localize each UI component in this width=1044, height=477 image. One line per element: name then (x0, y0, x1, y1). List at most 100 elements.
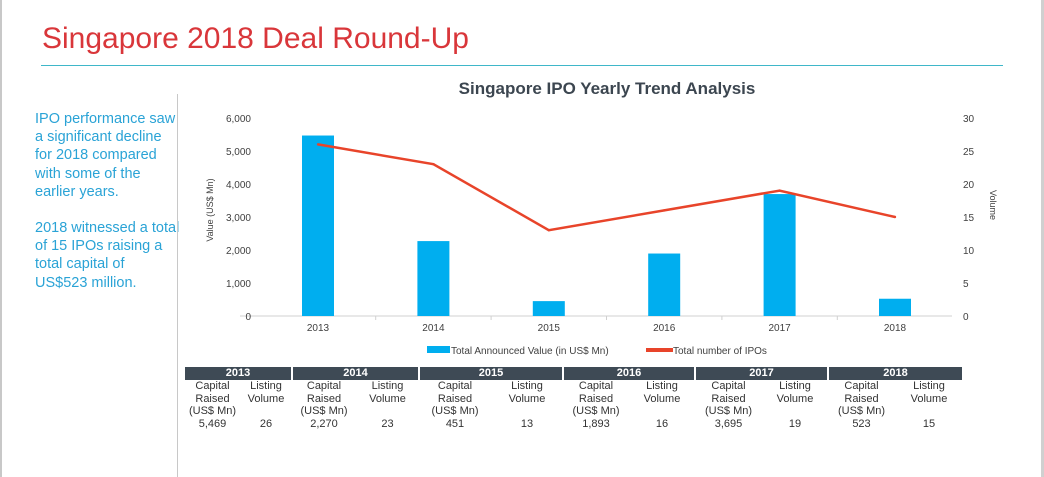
y2-tick-label: 10 (963, 246, 975, 257)
capital-raised-value: 2,270 (310, 417, 338, 430)
listing-volume-header: Volume (910, 392, 948, 405)
values-row: 5,469 26 2,270 23 451 13 1,893 16 3,695 19 523 15 (185, 418, 963, 431)
ipo-summary-table: 2013 2014 2015 2016 2017 2018 Capital Listing C… (185, 367, 964, 431)
y2-tick-label: 0 (963, 312, 969, 323)
bar-2014 (417, 241, 450, 316)
capital-raised-value: 451 (445, 417, 465, 430)
listing-volume-header: Listing (646, 380, 678, 392)
y2-tick-label: 5 (963, 279, 969, 290)
listing-volume-value: 23 (381, 417, 394, 430)
bar-2013 (302, 135, 334, 316)
y-tick-label: 4,000 (226, 180, 251, 191)
capital-raised-header: Capital (195, 380, 230, 392)
capital-raised-header: Raised (711, 392, 746, 405)
legend-line-label: Total number of IPOs (673, 346, 767, 357)
y-tick-label: 0 (245, 312, 251, 323)
listing-volume-value: 19 (788, 417, 802, 430)
listing-volume-header: Listing (779, 380, 811, 392)
year-header-2018: 2018 (828, 367, 964, 380)
listing-volume-header: Volume (643, 392, 681, 405)
year-header-2016: 2016 (563, 367, 696, 380)
capital-raised-header: (US$ Mn) (188, 405, 237, 417)
subheader-row: (US$ Mn) (US$ Mn) (US$ Mn) (US$ Mn) (US$ Mn)… (185, 405, 963, 418)
listing-volume-header (491, 405, 563, 418)
y-axis-label: Value (US$ Mn) (205, 178, 215, 241)
subheader-row: Raised Volume Raised Volume Raised Volume Rais… (185, 393, 963, 406)
y2-tick-label: 25 (963, 147, 975, 158)
capital-raised-header: Raised (195, 392, 230, 405)
bar-2017 (763, 194, 796, 316)
capital-raised-header: Raised (437, 392, 473, 405)
capital-raised-header: (US$ Mn) (837, 405, 886, 417)
capital-raised-header: (US$ Mn) (572, 405, 620, 417)
year-header-2014: 2014 (292, 367, 420, 380)
capital-raised-header: Capital (844, 380, 879, 392)
y-tick-label: 2,000 (226, 246, 251, 257)
side-commentary: IPO performance saw a significant declin… (35, 110, 180, 310)
capital-raised-header: Capital (711, 380, 746, 392)
listing-volume-value: 15 (922, 417, 936, 430)
legend-bar-label: Total Announced Value (in US$ Mn) (451, 346, 609, 357)
capital-raised-header: Capital (578, 380, 614, 392)
capital-raised-header: (US$ Mn) (704, 405, 753, 417)
chart-title: Singapore IPO Yearly Trend Analysis (459, 79, 756, 98)
listing-volume-header (240, 405, 292, 418)
ipo-count-point-2018 (893, 215, 897, 219)
capital-raised-value: 523 (852, 417, 871, 430)
title-divider (41, 65, 1003, 66)
listing-volume-header: Listing (511, 380, 543, 392)
right-border (1041, 0, 1044, 477)
listing-volume-header: Listing (250, 380, 282, 392)
y-tick-label: 5,000 (226, 147, 251, 158)
ipo-count-point-2017 (778, 189, 781, 192)
year-header-row: 2013 2014 2015 2016 2017 2018 (185, 367, 964, 380)
x-tick-label: 2018 (884, 323, 907, 334)
y2-tick-label: 15 (963, 213, 975, 224)
listing-volume-header: Volume (369, 392, 406, 405)
listing-volume-header: Listing (371, 380, 404, 392)
y2-tick-label: 30 (963, 114, 975, 125)
legend-line-swatch (646, 348, 673, 352)
listing-volume-header: Volume (247, 392, 285, 405)
y-tick-label: 1,000 (226, 279, 251, 290)
ipo-count-line (317, 143, 896, 232)
listing-volume-header: Volume (508, 392, 546, 405)
listing-volume-value: 16 (655, 417, 669, 430)
listing-volume-header (629, 405, 695, 418)
commentary-paragraph-1: IPO performance saw a significant declin… (35, 111, 176, 200)
capital-raised-value: 1,893 (582, 417, 610, 430)
x-tick-label: 2017 (768, 323, 791, 334)
left-border (0, 0, 2, 477)
ipo-count-point-2015 (547, 229, 550, 232)
capital-raised-value: 5,469 (198, 417, 227, 430)
y2-axis-label: Volume (988, 190, 998, 220)
subheader-row: Capital Listing Capital Listing Capital Listi… (185, 380, 963, 393)
bar-2016 (648, 253, 681, 316)
year-header-2017: 2017 (695, 367, 829, 380)
listing-volume-header (895, 405, 963, 418)
capital-raised-header: (US$ Mn) (300, 405, 348, 417)
capital-raised-header: Raised (578, 392, 614, 405)
capital-raised-header: (US$ Mn) (431, 405, 479, 417)
bar-2018 (879, 298, 911, 316)
x-tick-label: 2016 (653, 323, 676, 334)
ipo-count-point-2014 (432, 163, 435, 166)
bar-2015 (532, 301, 565, 316)
listing-volume-header: Volume (776, 392, 814, 405)
listing-volume-value: 13 (520, 417, 534, 430)
commentary-paragraph-2: 2018 witnessed a total of 15 IPOs raisin… (35, 220, 180, 291)
page-title: Singapore 2018 Deal Round-Up (42, 22, 469, 55)
x-tick-label: 2015 (538, 323, 561, 334)
x-tick-label: 2014 (422, 323, 445, 334)
capital-raised-header: Raised (844, 392, 879, 405)
y2-tick-label: 20 (963, 180, 975, 191)
year-header-2015: 2015 (419, 367, 564, 380)
year-header-2013: 2013 (185, 367, 293, 380)
listing-volume-header: Listing (913, 380, 945, 392)
x-tick-label: 2013 (307, 323, 330, 334)
capital-raised-value: 3,695 (714, 417, 743, 430)
capital-raised-header: Raised (306, 392, 342, 405)
vertical-divider (177, 94, 178, 477)
listing-volume-header (762, 405, 828, 418)
